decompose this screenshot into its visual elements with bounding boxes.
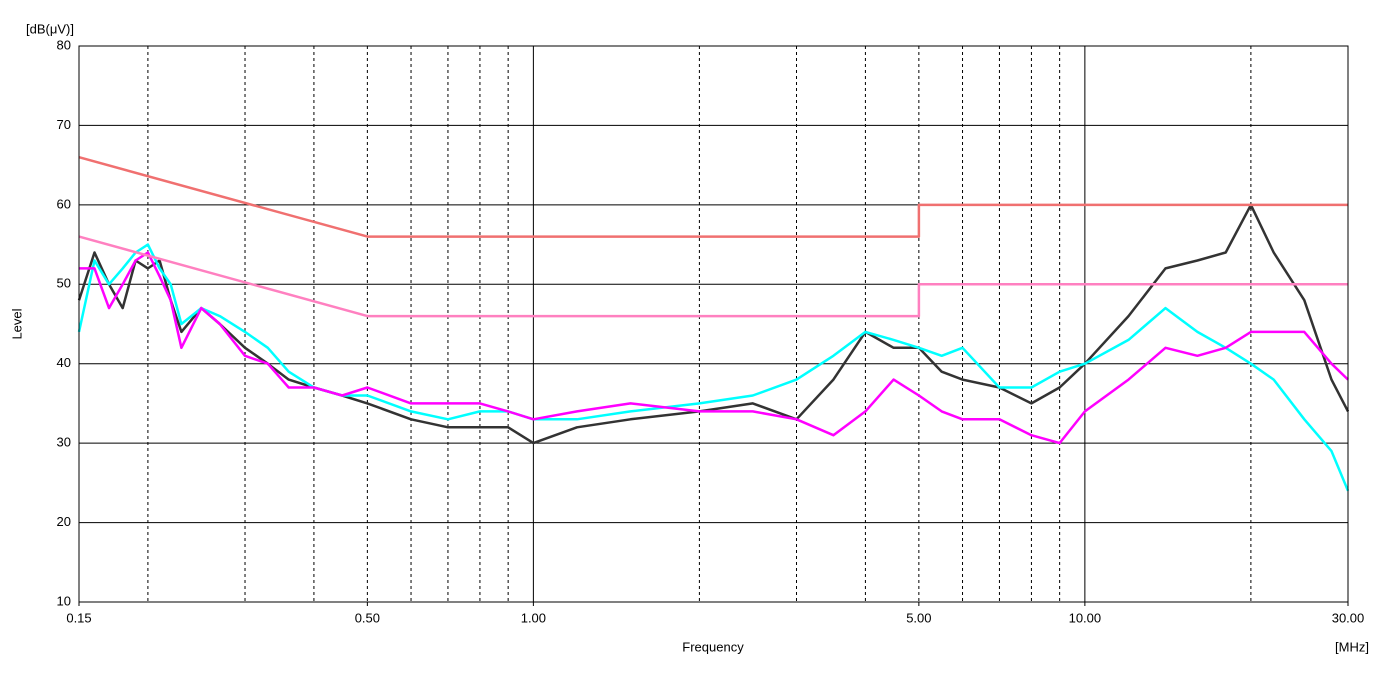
y-axis-label: Level xyxy=(9,308,24,339)
x-tick-label: 0.15 xyxy=(66,610,91,625)
y-tick-label: 80 xyxy=(57,37,71,52)
series-line xyxy=(77,203,1350,445)
x-tick-label: 5.00 xyxy=(906,610,931,625)
series-line xyxy=(78,235,1348,318)
x-unit-label: [MHz] xyxy=(1335,639,1369,654)
series-line xyxy=(78,155,1348,238)
x-tick-label: 30.00 xyxy=(1332,610,1365,625)
y-unit-label: [dB(μV)] xyxy=(26,21,74,36)
y-tick-label: 20 xyxy=(57,514,71,529)
x-axis-label: Frequency xyxy=(682,639,744,654)
y-tick-label: 70 xyxy=(57,117,71,132)
plot-area xyxy=(79,46,1348,602)
plot-border xyxy=(78,45,1349,603)
y-tick-label: 50 xyxy=(57,276,71,291)
x-tick-label: 1.00 xyxy=(521,610,546,625)
series-line xyxy=(79,251,1349,445)
x-tick-label: 0.50 xyxy=(355,610,380,625)
y-tick-label: 30 xyxy=(57,435,71,450)
y-tick-label: 40 xyxy=(57,355,71,370)
y-tick-label: 10 xyxy=(57,593,71,608)
x-tick-label: 10.00 xyxy=(1069,610,1102,625)
y-tick-label: 60 xyxy=(57,196,71,211)
series-line xyxy=(77,243,1350,492)
